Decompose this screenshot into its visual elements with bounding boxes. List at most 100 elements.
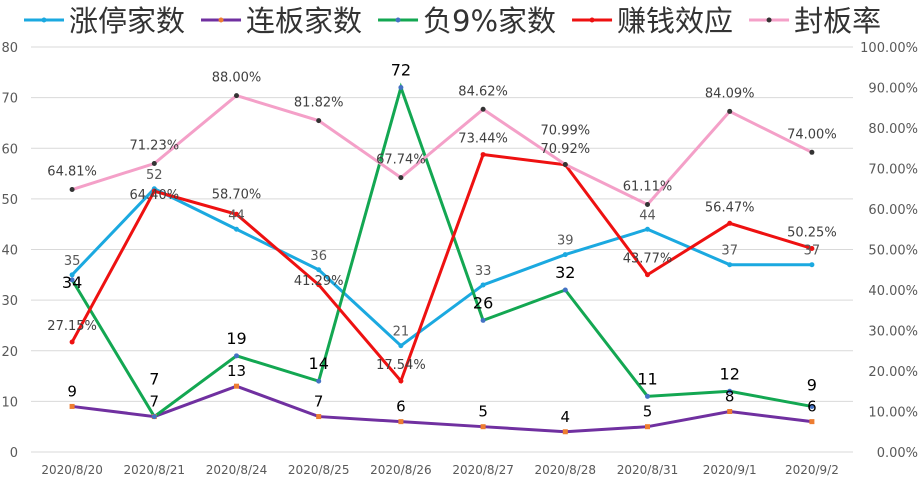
data-point xyxy=(727,409,733,414)
x-tick-label: 2020/8/24 xyxy=(206,463,268,477)
data-point xyxy=(645,226,650,232)
data-label: 70.99% xyxy=(541,123,591,138)
data-label: 50.25% xyxy=(787,225,837,240)
data-label: 27.15% xyxy=(47,319,97,334)
left-tick-label: 60 xyxy=(1,142,18,157)
data-point xyxy=(480,424,486,430)
left-tick-label: 10 xyxy=(1,395,18,410)
data-label: 5 xyxy=(478,403,488,421)
data-label: 21 xyxy=(393,325,410,340)
right-tick-label: 80.00% xyxy=(868,122,918,137)
data-label: 88.00% xyxy=(212,71,262,86)
data-label: 9 xyxy=(67,382,77,400)
data-point xyxy=(316,282,322,288)
data-point xyxy=(398,343,404,349)
data-point xyxy=(316,414,322,420)
right-tick-label: 40.00% xyxy=(868,284,918,299)
data-point xyxy=(316,118,322,124)
legend-label: 赚钱效应 xyxy=(617,4,733,38)
data-point xyxy=(562,429,568,435)
data-point xyxy=(645,424,650,430)
data-point xyxy=(69,277,75,283)
data-label: 67.74% xyxy=(376,153,426,168)
data-point xyxy=(316,378,322,384)
data-point xyxy=(562,161,568,167)
data-label: 6 xyxy=(396,398,406,416)
legend-label: 负9%家数 xyxy=(423,4,556,38)
data-label: 7 xyxy=(149,370,159,389)
data-label: 84.09% xyxy=(705,86,755,101)
data-label: 39 xyxy=(557,234,574,249)
data-label: 19 xyxy=(226,329,246,348)
legend-marker xyxy=(589,17,595,23)
x-tick-label: 2020/8/28 xyxy=(535,463,597,477)
data-label: 43.77% xyxy=(623,252,673,267)
data-label: 73.44% xyxy=(458,132,508,147)
right-tick-label: 30.00% xyxy=(868,325,918,340)
data-label: 44 xyxy=(228,208,245,223)
data-label: 14 xyxy=(309,354,329,373)
data-label: 84.62% xyxy=(458,84,508,99)
data-point xyxy=(809,245,815,251)
data-label: 9 xyxy=(807,375,817,394)
data-label: 64.40% xyxy=(130,188,180,203)
data-point xyxy=(151,414,157,420)
data-point xyxy=(809,262,815,268)
data-point xyxy=(69,272,75,278)
data-label: 7 xyxy=(150,393,160,411)
data-point xyxy=(398,378,404,384)
series-line-1 xyxy=(71,384,813,434)
data-label: 4 xyxy=(561,408,571,426)
data-point xyxy=(562,287,568,293)
x-tick-label: 2020/9/2 xyxy=(785,463,839,477)
data-label: 35 xyxy=(64,254,81,269)
data-label: 8 xyxy=(725,388,735,406)
data-point xyxy=(234,93,239,99)
data-label: 26 xyxy=(473,293,493,312)
left-tick-label: 80 xyxy=(1,41,18,56)
x-tick-label: 2020/9/1 xyxy=(703,463,757,477)
data-point xyxy=(727,262,733,268)
left-tick-label: 50 xyxy=(1,193,18,208)
x-tick-label: 2020/8/26 xyxy=(370,463,432,477)
data-point xyxy=(398,85,404,90)
legend-marker xyxy=(218,17,224,23)
data-point xyxy=(69,187,75,193)
data-point xyxy=(480,282,486,288)
data-label: 6 xyxy=(807,398,817,416)
data-point xyxy=(809,149,815,155)
data-point xyxy=(234,226,239,232)
data-point xyxy=(234,383,239,389)
data-label: 12 xyxy=(720,364,740,383)
x-tick-label: 2020/8/20 xyxy=(41,463,103,477)
data-point xyxy=(480,317,486,323)
data-label: 34 xyxy=(62,273,82,292)
data-point xyxy=(645,393,650,399)
data-label: 72 xyxy=(391,61,411,80)
data-label: 37 xyxy=(721,244,738,259)
data-label: 61.11% xyxy=(623,180,673,195)
data-label: 71.23% xyxy=(130,139,180,154)
legend-marker xyxy=(766,17,772,23)
data-point xyxy=(727,108,733,114)
data-point xyxy=(809,403,815,409)
data-label: 70.92% xyxy=(541,142,591,157)
data-label: 81.82% xyxy=(294,96,344,111)
left-tick-label: 20 xyxy=(1,345,18,360)
data-point xyxy=(809,419,815,425)
data-label: 37 xyxy=(804,244,821,259)
data-point xyxy=(398,175,404,181)
series-line-4 xyxy=(71,93,813,207)
data-point xyxy=(727,220,733,226)
data-label: 56.47% xyxy=(705,200,755,215)
data-point xyxy=(645,202,650,208)
legend-marker xyxy=(395,17,401,23)
data-label: 58.70% xyxy=(212,187,262,202)
data-label: 33 xyxy=(475,264,492,279)
data-label: 7 xyxy=(314,393,324,411)
left-tick-label: 0 xyxy=(10,446,18,461)
data-point xyxy=(727,388,733,394)
data-label: 32 xyxy=(555,263,575,282)
data-point xyxy=(645,272,650,278)
